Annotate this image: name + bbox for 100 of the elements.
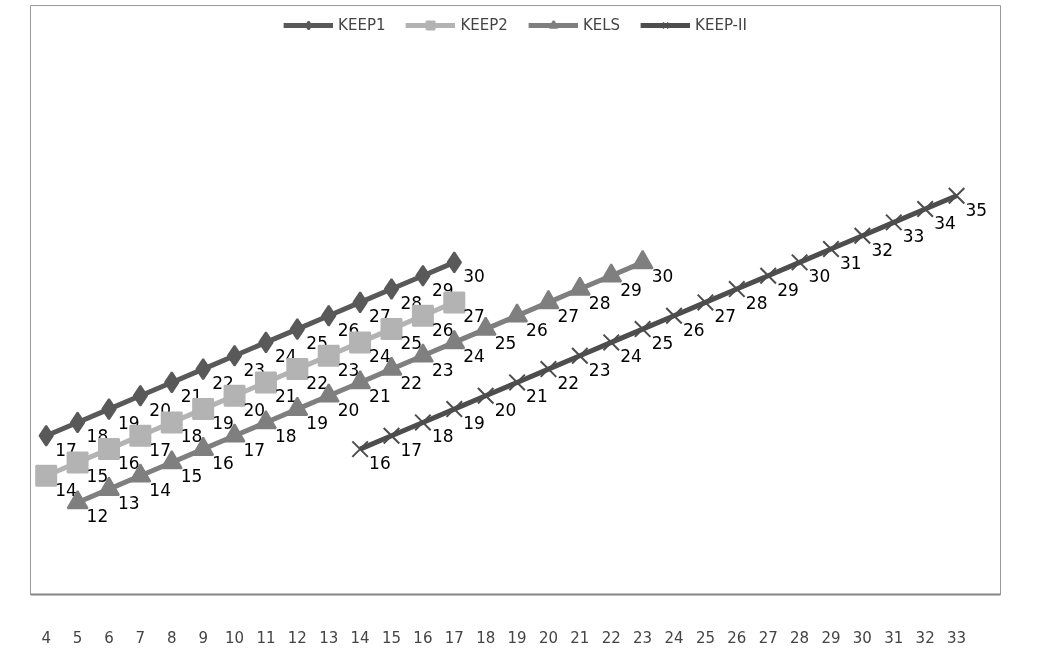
point: [790, 253, 809, 272]
data-label: 19: [306, 413, 328, 434]
data-label: 19: [212, 413, 234, 434]
point: [508, 373, 526, 392]
x-tick-label: 20: [538, 628, 559, 647]
point: [351, 440, 369, 458]
x-tick-label: 23: [633, 628, 653, 647]
point: [633, 320, 652, 338]
x-tick-label: 22: [601, 628, 621, 647]
data-label: 17: [400, 439, 423, 460]
data-label: 28: [588, 293, 611, 314]
data-label: 20: [337, 399, 360, 420]
x-tick-label: 17: [444, 628, 464, 647]
data-label: 22: [557, 373, 580, 394]
data-label: 25: [494, 333, 517, 354]
data-label: 17: [149, 439, 172, 460]
data-label: 16: [369, 453, 391, 474]
x-tick-label: 19: [507, 628, 527, 647]
data-label: 28: [745, 293, 768, 314]
x-tick-label: 9: [198, 628, 208, 647]
data-label: 23: [431, 359, 454, 380]
data-label: 30: [651, 266, 674, 287]
data-label: 16: [212, 453, 234, 474]
data-label: 20: [243, 399, 266, 420]
data-label: 21: [526, 386, 548, 407]
x-tick-label: 33: [947, 628, 967, 647]
data-label: 22: [306, 373, 328, 394]
point: [382, 427, 401, 445]
point: [414, 413, 432, 432]
data-label: 19: [463, 413, 485, 434]
legend-label: KEEP-II: [695, 16, 747, 34]
legend-label: KELS: [582, 16, 621, 34]
x-tick-label: 25: [695, 628, 715, 647]
x-tick-label: 32: [915, 628, 935, 647]
data-label: 13: [117, 493, 140, 514]
data-label: 23: [337, 359, 360, 380]
data-label: 18: [431, 426, 454, 447]
data-label: 29: [777, 279, 799, 300]
data-label: 15: [86, 466, 109, 487]
point: [226, 344, 243, 367]
x-tick-label: 30: [852, 628, 872, 647]
x-tick-label: 26: [727, 628, 747, 647]
point: [476, 386, 495, 405]
legend-label: KEEP1: [338, 16, 386, 34]
data-label: 26: [526, 319, 548, 340]
x-tick-label: 11: [256, 628, 276, 647]
point: [759, 266, 777, 285]
point: [539, 360, 558, 378]
x-tick-label: 10: [225, 628, 245, 647]
point: [445, 400, 464, 418]
point: [132, 384, 149, 407]
point: [916, 200, 934, 218]
point: [571, 346, 589, 365]
data-label: 34: [934, 213, 956, 234]
point: [822, 240, 840, 258]
x-tick-label: 8: [166, 628, 177, 647]
data-label: 35: [965, 199, 988, 220]
point: [383, 278, 400, 301]
data-label: 15: [180, 466, 203, 487]
data-label: 26: [683, 319, 705, 340]
x-tick-label: 4: [41, 628, 51, 647]
data-label: 21: [369, 386, 391, 407]
x-tick-label: 18: [476, 628, 496, 647]
point: [35, 464, 58, 487]
x-tick-label: 14: [350, 628, 370, 647]
point: [853, 226, 872, 245]
data-label: 20: [494, 399, 517, 420]
point: [69, 411, 86, 434]
data-label: 30: [463, 266, 485, 287]
data-label: 14: [149, 479, 172, 500]
data-label: 23: [588, 359, 611, 380]
data-label: 31: [839, 253, 862, 274]
data-label: 26: [431, 319, 454, 340]
data-label: 32: [871, 239, 894, 260]
data-label: 29: [620, 279, 642, 300]
x-tick-label: 13: [319, 628, 339, 647]
data-label: 21: [274, 386, 297, 407]
x-tick-label: 27: [758, 628, 778, 647]
data-label: 17: [243, 439, 266, 460]
point: [884, 213, 903, 232]
data-label: 18: [274, 426, 297, 447]
point: [602, 333, 621, 352]
data-label: 22: [400, 373, 423, 394]
legend-label: KEEP2: [460, 16, 508, 34]
point: [947, 186, 966, 205]
data-label: 27: [557, 306, 580, 327]
data-label: 24: [463, 346, 485, 367]
data-label: 27: [463, 306, 485, 327]
data-label: 18: [180, 426, 203, 447]
x-tick-label: 29: [821, 628, 841, 647]
x-tick-label: 12: [287, 628, 307, 647]
data-label: 24: [620, 346, 642, 367]
data-label: 33: [902, 226, 925, 247]
data-label: 16: [117, 453, 140, 474]
data-label: 12: [86, 506, 109, 527]
x-tick-label: 15: [381, 628, 402, 647]
x-tick-label: 24: [664, 628, 684, 647]
x-tick-label: 21: [570, 628, 590, 647]
x-tick-label: 5: [72, 628, 83, 647]
x-tick-label: 7: [135, 628, 146, 647]
